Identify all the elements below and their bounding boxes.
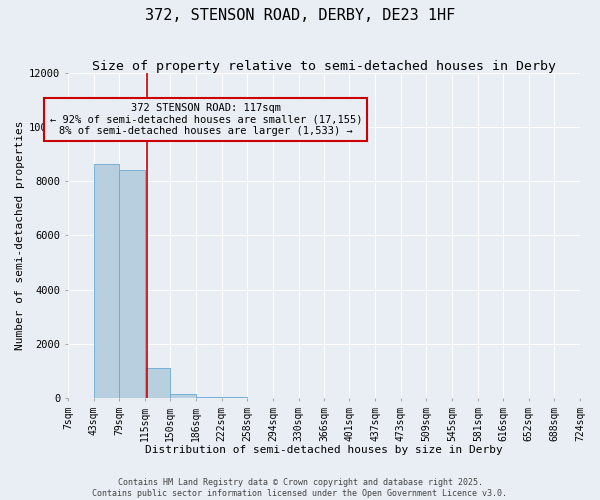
Text: 372, STENSON ROAD, DERBY, DE23 1HF: 372, STENSON ROAD, DERBY, DE23 1HF xyxy=(145,8,455,22)
X-axis label: Distribution of semi-detached houses by size in Derby: Distribution of semi-detached houses by … xyxy=(145,445,503,455)
Text: 372 STENSON ROAD: 117sqm
← 92% of semi-detached houses are smaller (17,155)
8% o: 372 STENSON ROAD: 117sqm ← 92% of semi-d… xyxy=(50,103,362,136)
Text: Contains HM Land Registry data © Crown copyright and database right 2025.
Contai: Contains HM Land Registry data © Crown c… xyxy=(92,478,508,498)
Bar xyxy=(145,368,170,398)
Title: Size of property relative to semi-detached houses in Derby: Size of property relative to semi-detach… xyxy=(92,60,556,73)
Bar xyxy=(119,170,145,398)
Bar xyxy=(94,164,119,398)
Y-axis label: Number of semi-detached properties: Number of semi-detached properties xyxy=(15,120,25,350)
Bar xyxy=(196,396,221,398)
Bar xyxy=(170,394,196,398)
